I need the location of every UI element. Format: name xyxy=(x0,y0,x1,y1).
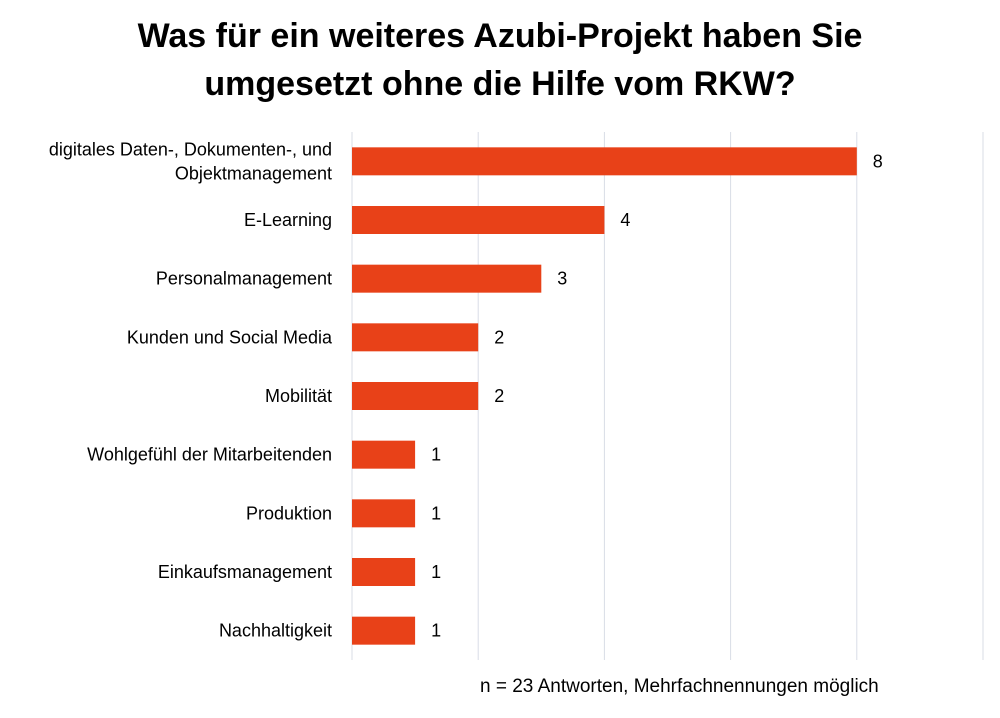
data-label: 1 xyxy=(431,445,441,465)
category-label-line: Einkaufsmanagement xyxy=(158,562,332,582)
category-label-line: Nachhaltigkeit xyxy=(219,621,332,641)
data-label: 2 xyxy=(494,327,504,347)
category-label-line: Personalmanagement xyxy=(156,269,332,289)
category-label-line: E-Learning xyxy=(244,210,332,230)
data-label: 8 xyxy=(873,151,883,171)
bar xyxy=(352,499,416,528)
chart-title-line-1: Was für ein weiteres Azubi-Projekt haben… xyxy=(137,17,863,55)
chart-title: Was für ein weiteres Azubi-Projekt haben… xyxy=(0,12,1000,108)
data-label: 1 xyxy=(431,562,441,582)
chart-title-line-2: umgesetzt ohne die Hilfe vom RKW? xyxy=(204,65,796,103)
data-label: 1 xyxy=(431,621,441,641)
bar xyxy=(352,440,416,469)
sample-size-note: n = 23 Antworten, Mehrfachnennungen mögl… xyxy=(480,676,879,697)
category-label-line: Mobilität xyxy=(265,386,332,406)
bar xyxy=(352,382,479,410)
category-label: E-Learning xyxy=(244,210,332,230)
category-label-line: Objektmanagement xyxy=(175,163,332,183)
bar xyxy=(352,264,542,293)
category-label-line: digitales Daten-, Dokumenten-, und xyxy=(49,139,332,159)
data-label: 4 xyxy=(620,210,630,230)
category-label: Mobilität xyxy=(265,386,332,406)
category-label: Wohlgefühl der Mitarbeitenden xyxy=(87,445,332,465)
category-label: Produktion xyxy=(246,503,332,523)
bar xyxy=(352,616,416,645)
bar xyxy=(352,323,479,352)
data-label: 2 xyxy=(494,386,504,406)
bar xyxy=(352,147,857,176)
data-label: 3 xyxy=(557,269,567,289)
category-label: Nachhaltigkeit xyxy=(219,621,332,641)
category-label: Kunden und Social Media xyxy=(127,327,333,347)
bar xyxy=(352,206,605,234)
category-label: Personalmanagement xyxy=(156,269,332,289)
bar xyxy=(352,558,416,586)
category-label-line: Produktion xyxy=(246,503,332,523)
category-label-line: Kunden und Social Media xyxy=(127,327,333,347)
data-label: 1 xyxy=(431,503,441,523)
category-label: Einkaufsmanagement xyxy=(158,562,332,582)
category-label-line: Wohlgefühl der Mitarbeitenden xyxy=(87,445,332,465)
category-label: digitales Daten-, Dokumenten-, und Objekt… xyxy=(49,139,332,183)
